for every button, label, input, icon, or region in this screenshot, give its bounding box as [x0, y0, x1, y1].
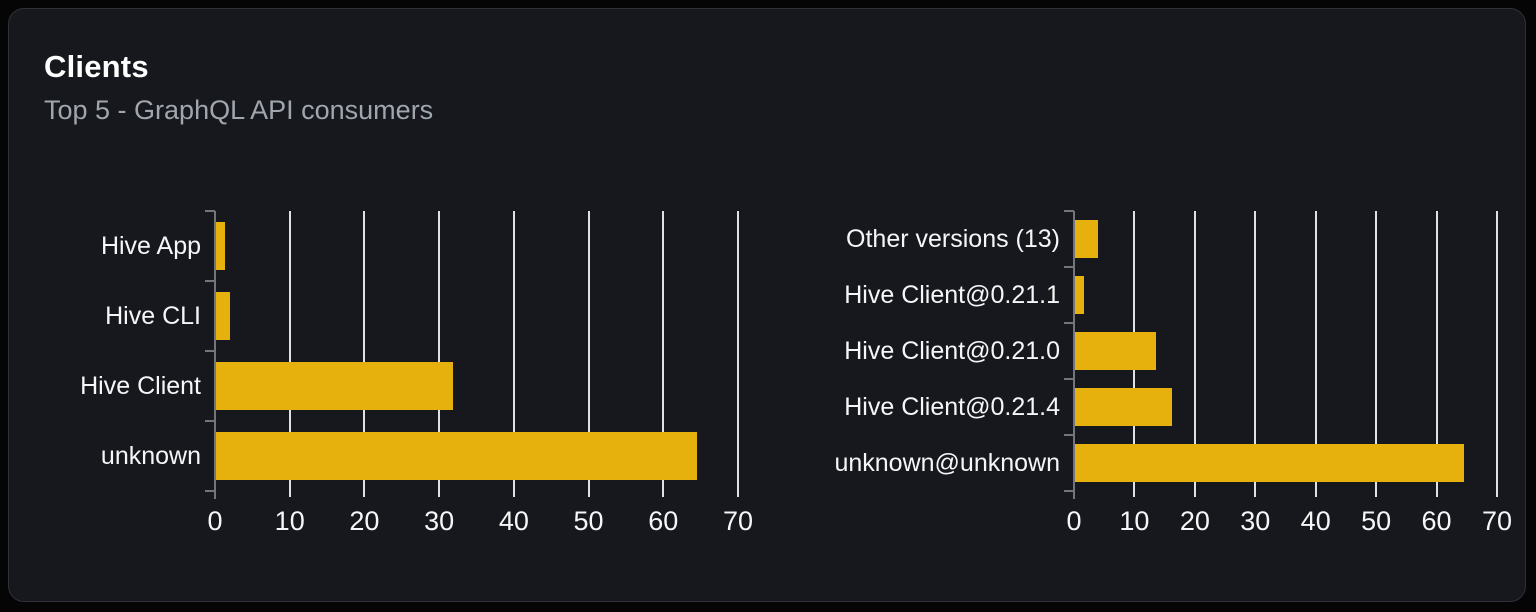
x-tick-label: 0	[1066, 506, 1082, 536]
y-axis-tick	[1064, 490, 1074, 492]
x-tick-label: 70	[1481, 506, 1513, 536]
card-subtitle: Top 5 - GraphQL API consumers	[44, 95, 434, 125]
x-tick-label: 70	[722, 506, 754, 536]
category-label: Other versions (13)	[846, 224, 1060, 253]
gridline	[1193, 211, 1196, 497]
category-label: Hive Client	[80, 371, 201, 400]
gridline	[1496, 211, 1498, 497]
bar-client-versions-0[interactable]	[1074, 220, 1098, 258]
x-tick-label: 10	[274, 506, 305, 536]
gridline	[1375, 211, 1378, 497]
category-label: Hive CLI	[105, 301, 201, 330]
y-axis-tick	[205, 350, 215, 352]
clients-card: Clients Top 5 - GraphQL API consumers Hi…	[8, 8, 1526, 602]
x-tick-label: 30	[424, 506, 455, 536]
gridline	[1314, 211, 1317, 497]
bar-client-versions-2[interactable]	[1074, 332, 1157, 370]
gridline	[288, 211, 291, 497]
y-axis-line	[1073, 211, 1075, 499]
x-tick-label: 60	[648, 506, 679, 536]
gridline	[1435, 211, 1438, 497]
x-tick-label: 20	[1179, 506, 1210, 536]
category-label: Hive Client@0.21.0	[844, 336, 1060, 365]
page-title: Clients	[44, 49, 149, 84]
bar-client-versions-3[interactable]	[1074, 388, 1172, 426]
card-header: Clients Top 5 - GraphQL API consumers	[44, 49, 433, 126]
bar-clients-3[interactable]	[215, 432, 697, 480]
category-label: Hive App	[100, 231, 201, 260]
y-axis-tick	[205, 490, 215, 492]
y-axis-tick	[1064, 322, 1074, 324]
bar-clients-0[interactable]	[215, 222, 226, 270]
gridline	[1254, 211, 1257, 497]
y-axis-tick	[1064, 266, 1074, 268]
y-axis-tick	[1064, 378, 1074, 380]
bar-client-versions-1[interactable]	[1074, 276, 1085, 314]
y-axis-tick	[205, 420, 215, 422]
category-label: Hive Client@0.21.4	[844, 392, 1060, 421]
x-tick-label: 40	[498, 506, 529, 536]
category-label: Hive Client@0.21.1	[844, 280, 1060, 309]
y-axis-tick	[205, 210, 215, 212]
x-tick-label: 50	[1361, 506, 1392, 536]
x-tick-label: 40	[1300, 506, 1331, 536]
plot-area	[1064, 210, 1498, 499]
gridline	[587, 211, 590, 497]
client-versions-bar-chart: Other versions (13) Hive Client@0.21.1 Hiv…	[694, 210, 1534, 551]
x-tick-label: 60	[1421, 506, 1452, 536]
gridline	[662, 211, 665, 497]
y-axis-labels: Hive App Hive CLI Hive Client unknown	[9, 211, 215, 491]
y-axis-tick	[205, 280, 215, 282]
bar-clients-2[interactable]	[215, 362, 454, 410]
bar-client-versions-4[interactable]	[1074, 444, 1465, 482]
y-axis-line	[214, 211, 216, 499]
gridline	[512, 211, 515, 497]
category-label: unknown@unknown	[834, 448, 1060, 477]
y-axis-tick	[1064, 434, 1074, 436]
y-axis-labels: Other versions (13) Hive Client@0.21.1 Hiv…	[694, 211, 1074, 491]
gridline	[363, 211, 366, 497]
x-tick-label: 20	[349, 506, 380, 536]
x-tick-label: 0	[207, 506, 223, 536]
y-axis-tick	[1064, 210, 1074, 212]
x-tick-label: 30	[1240, 506, 1271, 536]
x-tick-label: 50	[573, 506, 604, 536]
x-tick-label: 10	[1119, 506, 1150, 536]
bar-clients-1[interactable]	[215, 292, 230, 340]
clients-bar-chart: Hive App Hive CLI Hive Client unknown 0 10 20 3…	[9, 210, 789, 551]
plot-area	[205, 210, 739, 499]
gridline	[737, 211, 739, 497]
category-label: unknown	[100, 441, 201, 470]
gridline	[438, 211, 441, 497]
